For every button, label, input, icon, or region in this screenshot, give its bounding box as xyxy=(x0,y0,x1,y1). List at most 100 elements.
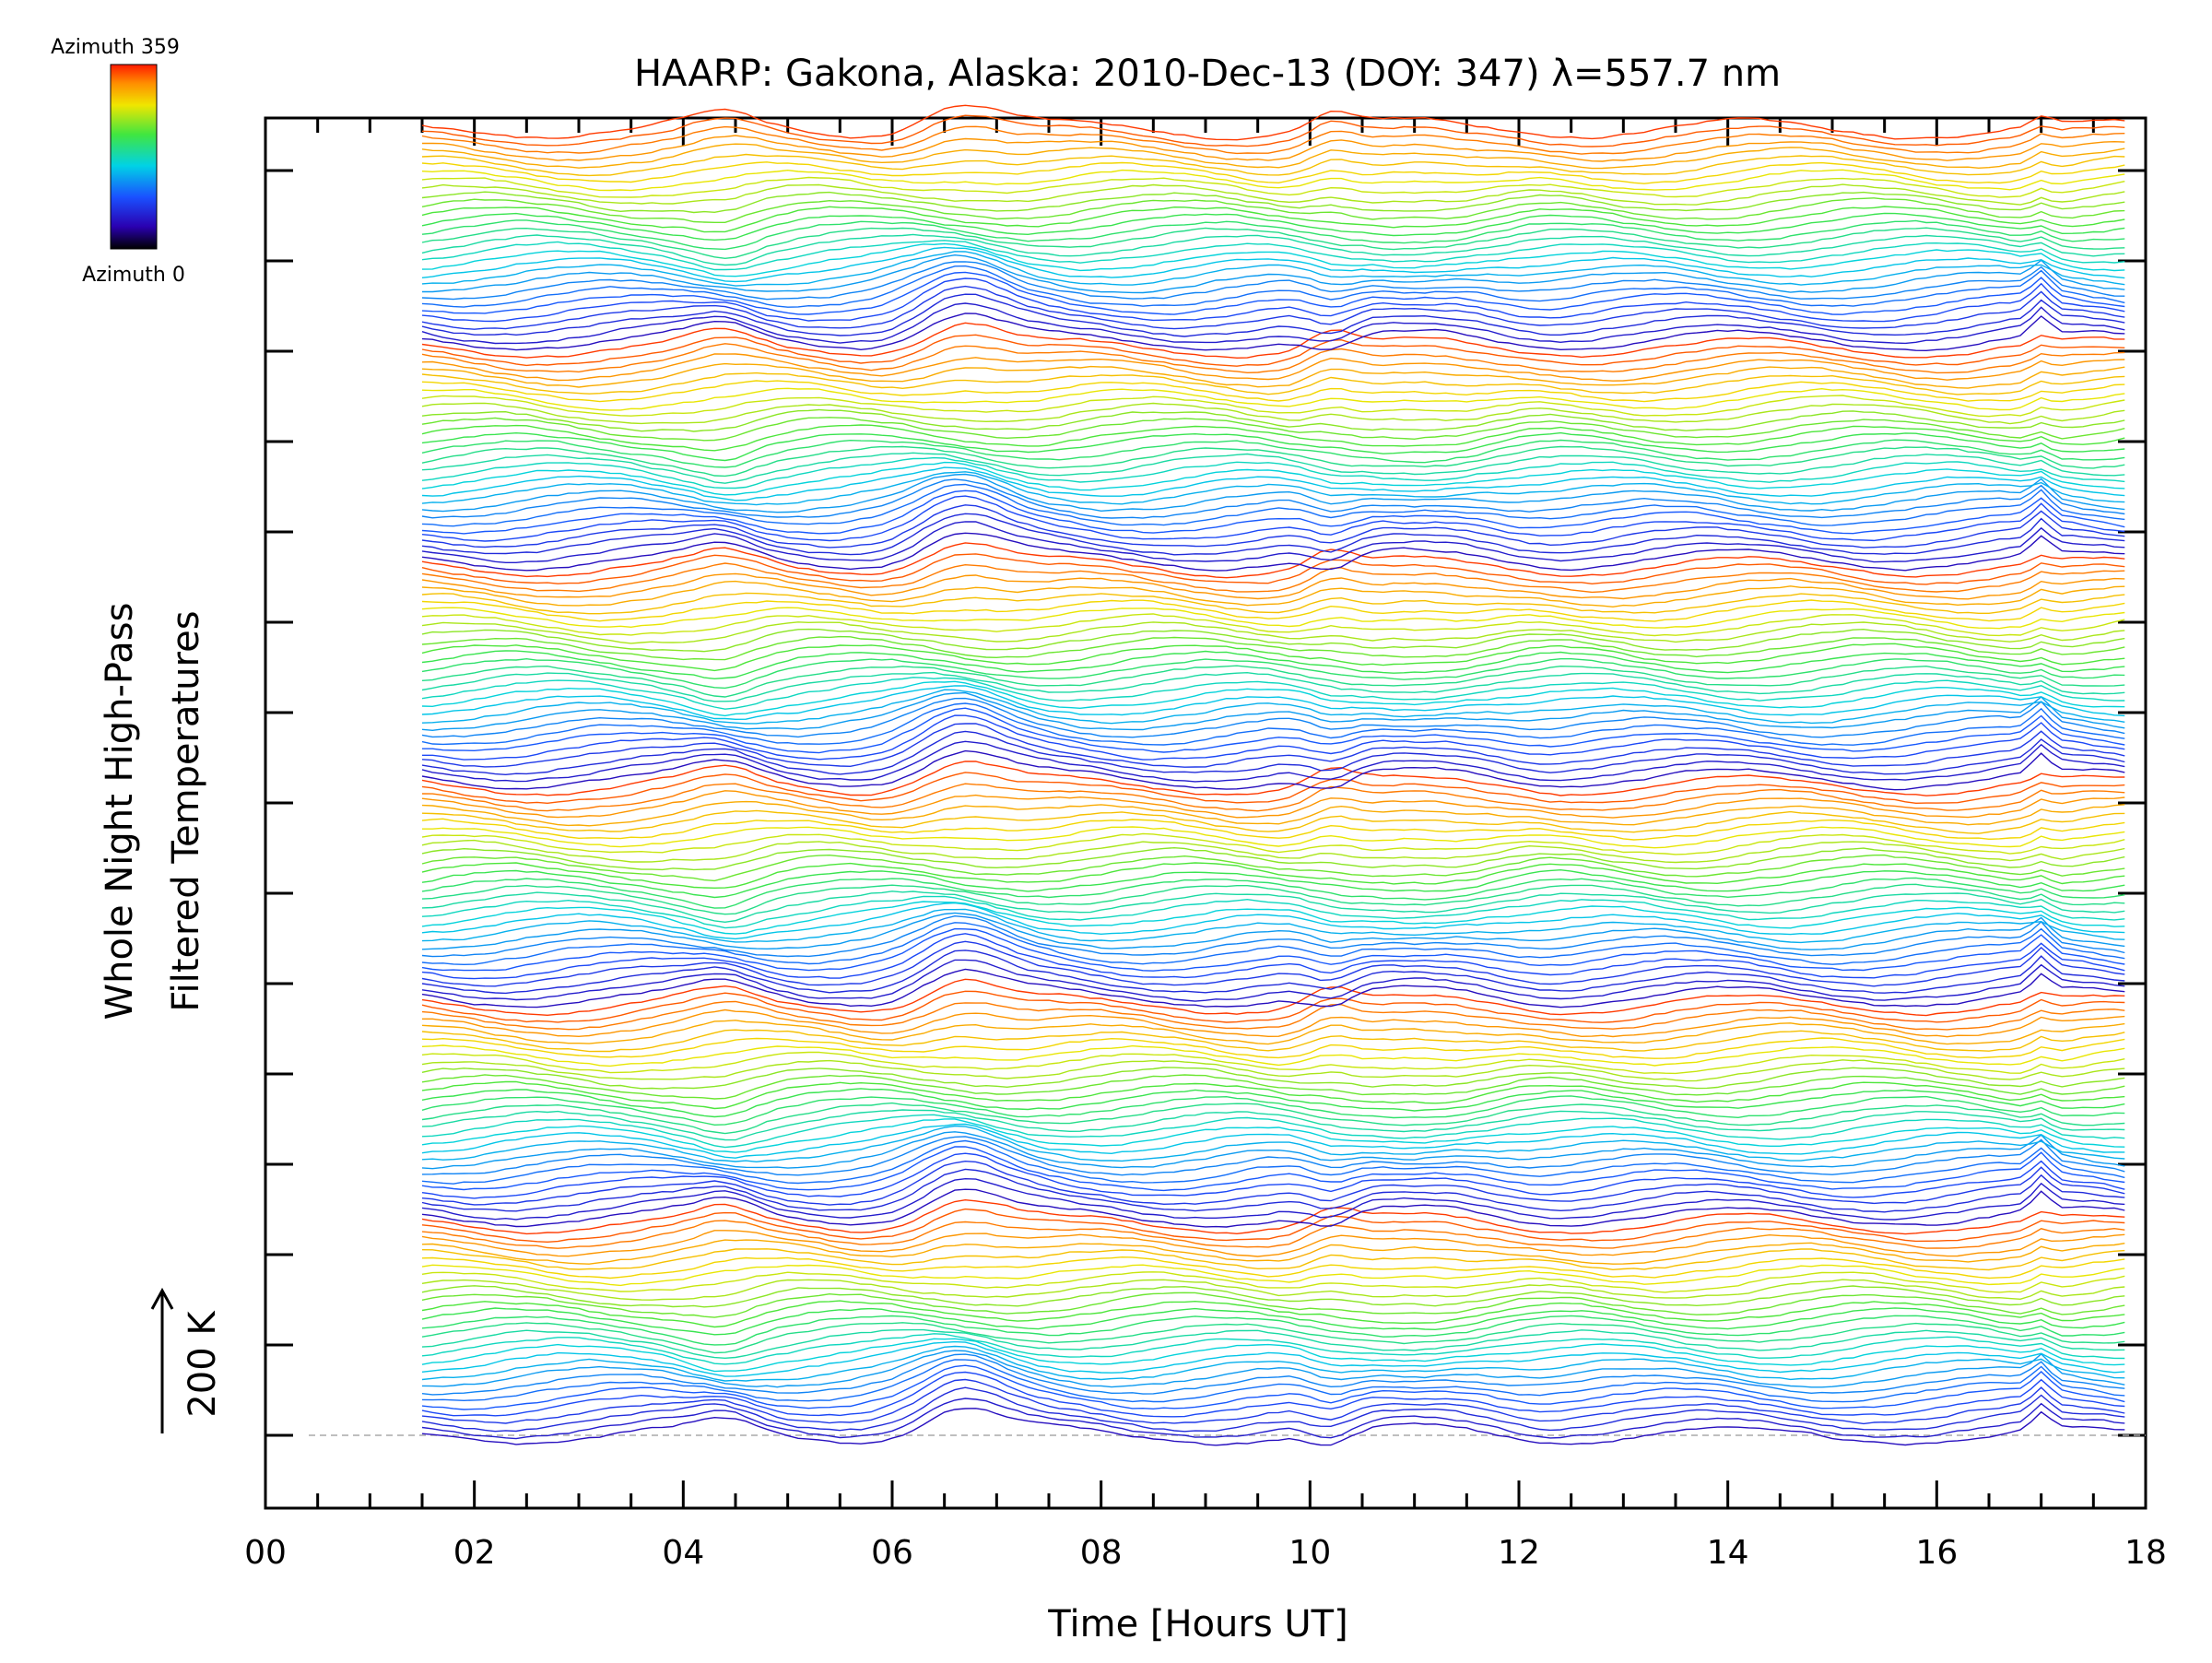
series-line xyxy=(421,439,2125,468)
series-line xyxy=(421,521,2125,563)
series-line xyxy=(421,553,2125,585)
series-line xyxy=(421,302,2125,345)
series-line xyxy=(421,261,2125,301)
series-line xyxy=(421,1160,2125,1206)
series-line xyxy=(421,143,2125,170)
series-line xyxy=(421,927,2125,972)
series-line xyxy=(421,862,2125,890)
series-line xyxy=(421,643,2125,672)
series-line xyxy=(422,1008,2125,1038)
series-line xyxy=(421,1333,2125,1365)
series-line xyxy=(421,1285,2125,1308)
series-line xyxy=(421,246,2125,283)
x-tick-label: 10 xyxy=(1288,1534,1331,1572)
series-line xyxy=(421,153,2125,177)
series-line xyxy=(421,1139,2125,1185)
x-tick-label: 06 xyxy=(871,1534,913,1572)
series-line xyxy=(421,206,2125,233)
series-line xyxy=(421,1364,2125,1410)
series-line xyxy=(421,689,2125,725)
series-line xyxy=(421,466,2125,501)
series-line xyxy=(421,125,2125,155)
series-line xyxy=(421,219,2125,251)
series-line xyxy=(421,240,2125,271)
series-line xyxy=(421,1074,2125,1100)
series-line xyxy=(421,628,2125,653)
series-line xyxy=(421,1067,2125,1090)
series-traces xyxy=(421,104,2125,1446)
series-line xyxy=(421,1102,2125,1135)
series-line xyxy=(421,1398,2125,1440)
series-line xyxy=(421,809,2125,834)
series-line xyxy=(421,483,2125,527)
series-line xyxy=(421,293,2125,337)
series-line xyxy=(421,1044,2125,1067)
series-line xyxy=(421,1248,2125,1271)
series-line xyxy=(421,104,2125,141)
series-line xyxy=(421,1146,2125,1192)
series-line xyxy=(421,877,2125,909)
series-line xyxy=(421,1340,2125,1377)
series-line xyxy=(421,504,2125,548)
series-line xyxy=(421,599,2125,622)
series-line xyxy=(421,922,2125,966)
series-line xyxy=(421,1230,2125,1257)
series-line xyxy=(421,671,2125,702)
series-line xyxy=(422,826,2125,849)
series-line xyxy=(422,135,2125,162)
series-line xyxy=(421,691,2125,732)
series-line xyxy=(421,677,2125,710)
series-line xyxy=(421,1109,2125,1141)
series-line xyxy=(421,883,2125,915)
series-line xyxy=(421,242,2125,277)
x-tick-label: 12 xyxy=(1498,1534,1540,1572)
series-line xyxy=(421,665,2125,698)
scale-arrow-icon xyxy=(150,1287,174,1433)
series-line xyxy=(421,452,2125,484)
x-tick-label: 14 xyxy=(1707,1534,1749,1572)
axis-ticks xyxy=(264,118,2147,1508)
series-line xyxy=(421,1118,2125,1153)
series-line xyxy=(421,1353,2125,1396)
series-line xyxy=(421,846,2125,871)
series-line xyxy=(421,1371,2125,1418)
series-line xyxy=(421,532,2125,572)
series-line xyxy=(421,1291,2125,1318)
series-line xyxy=(421,685,2125,721)
series-line xyxy=(421,1408,2125,1446)
series-line xyxy=(421,914,2125,958)
series-line xyxy=(421,1136,2125,1176)
series-line xyxy=(421,1378,2125,1425)
series-line xyxy=(421,978,2125,1017)
colorbar-top-label: Azimuth 359 xyxy=(51,36,180,59)
series-line xyxy=(422,254,2125,294)
series-line xyxy=(421,790,2125,819)
series-line xyxy=(421,890,2125,924)
series-line xyxy=(421,313,2125,352)
series-line xyxy=(421,1131,2125,1170)
series-line xyxy=(421,387,2125,411)
colorbar-bottom-label: Azimuth 0 xyxy=(82,264,185,287)
series-line xyxy=(421,783,2125,812)
series-line xyxy=(421,635,2125,661)
series-line xyxy=(421,621,2125,644)
series-line xyxy=(421,990,2125,1023)
series-line xyxy=(421,1271,2125,1293)
series-line xyxy=(421,322,2125,360)
series-line xyxy=(421,1095,2125,1126)
colorbar-gradient xyxy=(110,64,158,250)
series-line xyxy=(421,697,2125,738)
chart-title: HAARP: Gakona, Alaska: 2010-Dec-13 (DOY:… xyxy=(634,53,1781,95)
series-line xyxy=(421,1037,2125,1059)
series-line xyxy=(421,233,2125,266)
series-line xyxy=(421,1059,2125,1082)
series-line xyxy=(421,197,2125,223)
series-line xyxy=(421,1345,2125,1382)
series-line xyxy=(421,212,2125,242)
series-line xyxy=(421,1152,2125,1199)
series-line xyxy=(421,1359,2125,1403)
x-tick-label: 02 xyxy=(453,1534,496,1572)
y-axis-title-line-2: Filtered Temperatures xyxy=(165,610,207,1011)
